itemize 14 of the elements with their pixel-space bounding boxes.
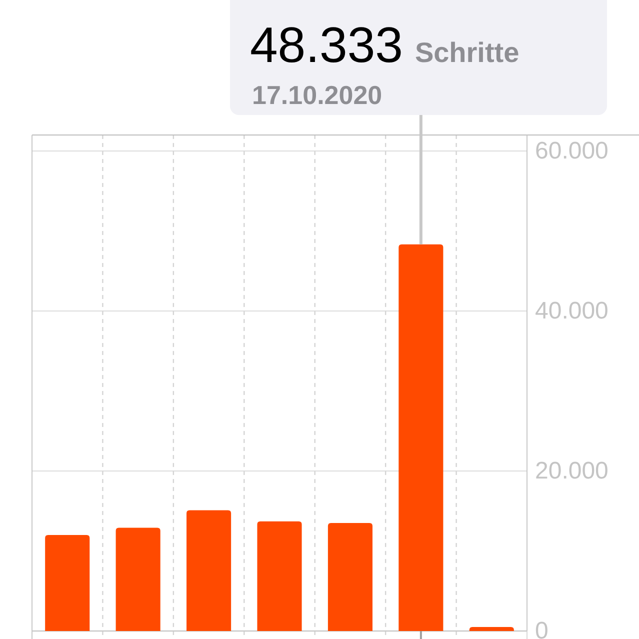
y-tick-label: 20.000 <box>535 458 608 485</box>
bar <box>257 521 302 631</box>
bar <box>186 510 232 631</box>
bar <box>398 244 444 631</box>
bar <box>116 528 160 631</box>
bar <box>45 535 90 631</box>
y-tick-label: 60.000 <box>535 138 608 165</box>
y-tick-label: 40.000 <box>535 298 608 325</box>
bar <box>328 523 372 631</box>
bar <box>469 627 514 631</box>
y-tick-label: 0 <box>535 618 548 639</box>
text: Schritte <box>414 37 520 68</box>
text: 17.10.2020 <box>252 80 382 110</box>
data-label: 48.333 <box>250 17 403 73</box>
